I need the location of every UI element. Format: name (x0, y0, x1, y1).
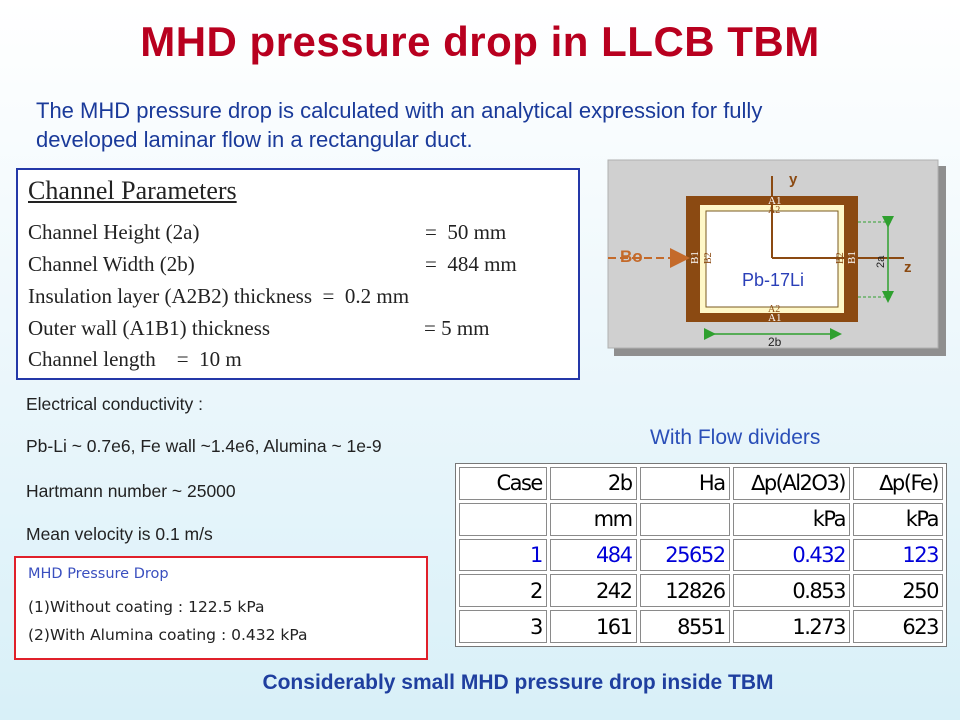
header-case: Case (459, 467, 547, 500)
cell-dp-al2o3: 0.853 (732, 574, 850, 608)
conclusion-text: Considerably small MHD pressure drop ins… (262, 671, 774, 694)
flow-dividers-label: With Flow dividers (650, 426, 821, 449)
cell-2b: 484 (549, 538, 637, 572)
table-row: 3 161 8551 1.273 623 (459, 610, 943, 643)
param-value-height: = 50 mm (425, 220, 507, 244)
wall-label-a2-bottom: A2 (768, 304, 780, 315)
field-label: Bo (620, 247, 643, 266)
channel-parameters-box: Channel Parameters Channel Height (2a) =… (16, 168, 580, 380)
cell-case: 1 (459, 538, 547, 572)
height-dimension-label: 2a (875, 255, 887, 268)
cell-ha: 12826 (639, 574, 730, 608)
mhd-with-coating: (2)With Alumina coating : 0.432 kPa (28, 626, 308, 644)
cell-dp-fe: 123 (853, 538, 943, 572)
header-2b: 2b (549, 467, 637, 500)
wall-label-b2-left: B2 (703, 252, 714, 264)
mhd-box-heading: MHD Pressure Drop (28, 566, 169, 582)
header-dp-al2o3: ∆p(Al2O3) (732, 467, 850, 500)
cell-case: 2 (459, 574, 547, 608)
table-row: 1 484 25652 0.432 123 (459, 538, 943, 572)
param-label-height: Channel Height (2a) (28, 220, 200, 244)
param-label-insulation: Insulation layer (A2B2) thickness = 0.2 … (28, 284, 410, 308)
unit-dp-fe: kPa (853, 502, 943, 536)
table-units-row: mm kPa kPa (459, 502, 943, 536)
fluid-label: Pb-17Li (742, 270, 804, 290)
width-dimension-label: 2b (768, 335, 782, 349)
table-row: 2 242 12826 0.853 250 (459, 574, 943, 608)
wall-label-b1-right: B1 (846, 251, 858, 264)
mhd-pressure-drop-box: MHD Pressure Drop (1)Without coating : 1… (14, 556, 428, 660)
mhd-without-coating: (1)Without coating : 122.5 kPa (28, 598, 265, 616)
cell-dp-al2o3: 1.273 (732, 610, 850, 643)
z-axis-label: z (904, 259, 912, 276)
param-label-width: Channel Width (2b) (28, 252, 195, 276)
duct-cross-section-diagram: y z Bo Pb-17Li A1 A2 A2 A1 B1 B2 B2 B1 2… (607, 159, 946, 356)
conductivity-heading: Electrical conductivity : (26, 394, 204, 414)
results-table: Case 2b Ha ∆p(Al2O3) ∆p(Fe) mm kPa kPa 1… (455, 463, 947, 647)
conductivity-values: Pb-Li ~ 0.7e6, Fe wall ~1.4e6, Alumina ~… (26, 436, 382, 456)
table-header-row: Case 2b Ha ∆p(Al2O3) ∆p(Fe) (459, 467, 943, 500)
wall-label-a1-top: A1 (768, 195, 781, 207)
page-title: MHD pressure drop in LLCB TBM (140, 18, 820, 65)
hartmann-number: Hartmann number ~ 25000 (26, 481, 236, 501)
unit-case (459, 502, 547, 536)
cell-dp-fe: 250 (853, 574, 943, 608)
wall-label-a1-bottom: A1 (768, 312, 781, 324)
wall-label-b2-right: B2 (835, 252, 846, 264)
channel-parameters-heading: Channel Parameters (28, 176, 237, 205)
header-dp-fe: ∆p(Fe) (853, 467, 943, 500)
param-label-length: Channel length = 10 m (28, 347, 242, 371)
cell-dp-fe: 623 (853, 610, 943, 643)
unit-dp-al2o3: kPa (732, 502, 850, 536)
mean-velocity: Mean velocity is 0.1 m/s (26, 524, 213, 544)
y-axis-label: y (789, 171, 798, 188)
wall-label-b1-left: B1 (689, 251, 701, 264)
intro-text: The MHD pressure drop is calculated with… (36, 96, 936, 154)
cell-ha: 25652 (639, 538, 730, 572)
header-ha: Ha (639, 467, 730, 500)
unit-ha (639, 502, 730, 536)
param-value-outer-wall: = 5 mm (424, 316, 490, 340)
cell-ha: 8551 (639, 610, 730, 643)
wall-label-a2-top: A2 (768, 205, 780, 216)
cell-2b: 242 (549, 574, 637, 608)
param-label-outer-wall: Outer wall (A1B1) thickness (28, 316, 271, 340)
intro-line-1: The MHD pressure drop is calculated with… (36, 98, 763, 123)
unit-2b: mm (549, 502, 637, 536)
cell-2b: 161 (549, 610, 637, 643)
cell-dp-al2o3: 0.432 (732, 538, 850, 572)
cell-case: 3 (459, 610, 547, 643)
intro-line-2: developed laminar flow in a rectangular … (36, 127, 473, 152)
param-value-width: = 484 mm (425, 252, 517, 276)
